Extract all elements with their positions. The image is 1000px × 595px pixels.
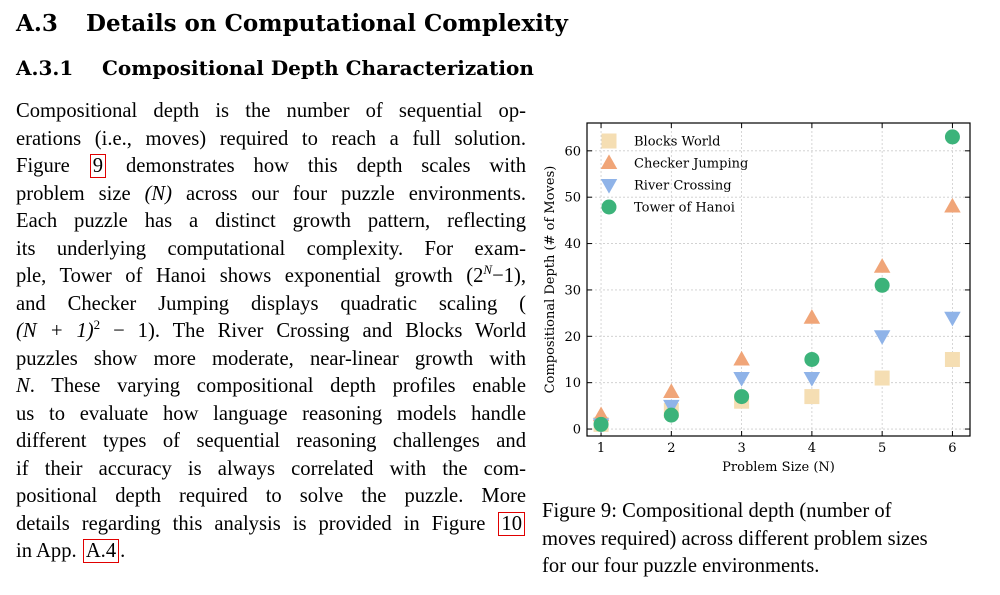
paragraph-line: in App. A.4.	[16, 538, 526, 566]
legend-label: River Crossing	[634, 179, 732, 194]
section-heading: A.3 Details on Computational Complexity	[16, 10, 568, 37]
data-point	[873, 258, 891, 273]
data-point	[733, 372, 750, 387]
y-tick-label: 0	[573, 423, 581, 438]
paragraph-text: . The River Crossing and Blocks World	[154, 320, 527, 342]
figure-10-link[interactable]: 10	[498, 511, 526, 536]
paragraph-text: details regarding this analysis is provi…	[16, 512, 486, 535]
data-point	[944, 351, 960, 367]
paragraph-line: puzzles show more moderate, near-linear …	[16, 347, 526, 370]
x-tick-label: 6	[948, 441, 956, 456]
period: .	[120, 540, 126, 562]
data-point	[873, 330, 891, 345]
paragraph-line: ple, Tower of Hanoi shows exponential gr…	[16, 263, 526, 291]
paragraph-line: Figure 9 demonstrates how this depth sca…	[16, 153, 526, 181]
figure-word: Figure	[16, 155, 70, 177]
data-point	[804, 351, 820, 367]
legend-marker	[601, 199, 617, 215]
section-title: Details on Computational Complexity	[86, 10, 568, 37]
paragraph-text: . These varying compositional depth prof…	[29, 375, 526, 397]
paragraph-text: demonstrates how this depth scales with	[125, 155, 526, 177]
data-point	[804, 389, 820, 405]
data-point	[663, 383, 680, 398]
subsection-heading: A.3.1 Compositional Depth Characterizatio…	[16, 56, 534, 80]
legend-marker	[601, 133, 617, 149]
y-tick-label: 30	[564, 283, 581, 298]
math-n-paren: (N)	[144, 182, 173, 205]
body-paragraph: Compositional depth is the number of seq…	[16, 98, 526, 566]
caption-line: moves required) across different problem…	[542, 527, 928, 550]
subsection-title: Compositional Depth Characterization	[102, 56, 534, 80]
hanoi-formula: (2N−1),	[466, 262, 526, 287]
y-tick-label: 50	[564, 191, 581, 206]
data-point	[734, 389, 750, 405]
caption-line: Figure 9: Compositional depth (number of	[542, 500, 892, 522]
data-point	[944, 129, 960, 145]
figure-9-chart: 1 2 3 4 5 6 0 10 20 30 40 50 60 Problem Size (N) Compo…	[540, 118, 980, 483]
data-point	[592, 406, 610, 422]
subsection-number: A.3.1	[16, 56, 74, 80]
paragraph-line: and Checker Jumping displays quadratic s…	[16, 292, 526, 315]
y-tick-label: 40	[564, 237, 581, 252]
paragraph-line: erations (i.e., moves) required to reach…	[16, 127, 526, 150]
paragraph-text: ple, Tower of Hanoi shows exponential gr…	[16, 265, 453, 287]
figure-9-link[interactable]: 9	[89, 154, 107, 178]
math-n: N	[16, 375, 30, 397]
paragraph-line: if their accuracy is always correlated w…	[16, 457, 526, 480]
x-tick-label: 4	[808, 441, 816, 456]
figure-caption: Figure 9: Compositional depth (number of…	[542, 498, 978, 581]
paragraph-text: across our four puzzle environments.	[185, 182, 526, 205]
formula-base: (2	[466, 265, 484, 287]
data-point	[733, 350, 750, 366]
paragraph-line: (N + 1)2 − 1). The River Crossing and Bl…	[16, 318, 526, 346]
formula-exponent: 2	[93, 317, 101, 333]
y-tick-label: 10	[564, 376, 581, 391]
data-point	[803, 309, 821, 324]
paragraph-text: problem size	[16, 182, 131, 205]
legend-label: Checker Jumping	[634, 157, 748, 172]
legend-label: Tower of Hanoi	[634, 201, 735, 216]
data-point	[593, 416, 609, 432]
section-number: A.3	[16, 10, 58, 37]
paragraph-text: in App.	[16, 540, 77, 562]
paragraph-line: details regarding this analysis is provi…	[16, 511, 526, 539]
plot-frame	[586, 122, 971, 437]
x-tick-label: 5	[878, 441, 886, 456]
formula-tail: − 1)	[100, 320, 155, 342]
data-point	[663, 407, 679, 423]
formula-base: (N + 1)	[16, 320, 94, 342]
data-point	[944, 197, 961, 213]
data-point	[663, 399, 680, 415]
x-tick-label: 2	[667, 441, 675, 456]
x-axis-label: Problem Size (N)	[722, 460, 835, 475]
data-point	[874, 277, 890, 293]
legend-marker	[600, 179, 618, 194]
caption-line: for our four puzzle environments.	[542, 555, 820, 577]
formula-tail: −1),	[492, 265, 526, 287]
data-point	[803, 372, 821, 387]
data-point	[944, 311, 961, 327]
appendix-a4-link[interactable]: A.4	[82, 539, 120, 563]
paragraph-line: problem size (N) across our four puzzle …	[16, 181, 526, 209]
paragraph-line: N. These varying compositional depth pro…	[16, 373, 526, 401]
paragraph-line: us to evaluate how language reasoning mo…	[16, 402, 526, 425]
legend-label: Blocks World	[634, 135, 721, 150]
paragraph-line: Compositional depth is the number of seq…	[16, 100, 526, 122]
x-tick-label: 1	[597, 441, 605, 456]
x-tick-label: 3	[737, 441, 745, 456]
paragraph-line: its underlying computational complexity.…	[16, 237, 526, 260]
data-point	[874, 370, 890, 386]
paragraph-line: Each puzzle has a distinct growth patter…	[16, 210, 526, 232]
y-tick-label: 20	[564, 330, 581, 345]
y-axis-label: Compositional Depth (# of Moves)	[543, 166, 558, 394]
legend-marker	[600, 154, 618, 169]
paragraph-line: positional depth required to solve the p…	[16, 485, 526, 507]
y-tick-label: 60	[564, 144, 581, 159]
checker-formula: (N + 1)2 − 1)	[16, 317, 155, 342]
formula-exponent: N	[483, 262, 493, 278]
paragraph-line: different types of sequential reasoning …	[16, 430, 526, 452]
